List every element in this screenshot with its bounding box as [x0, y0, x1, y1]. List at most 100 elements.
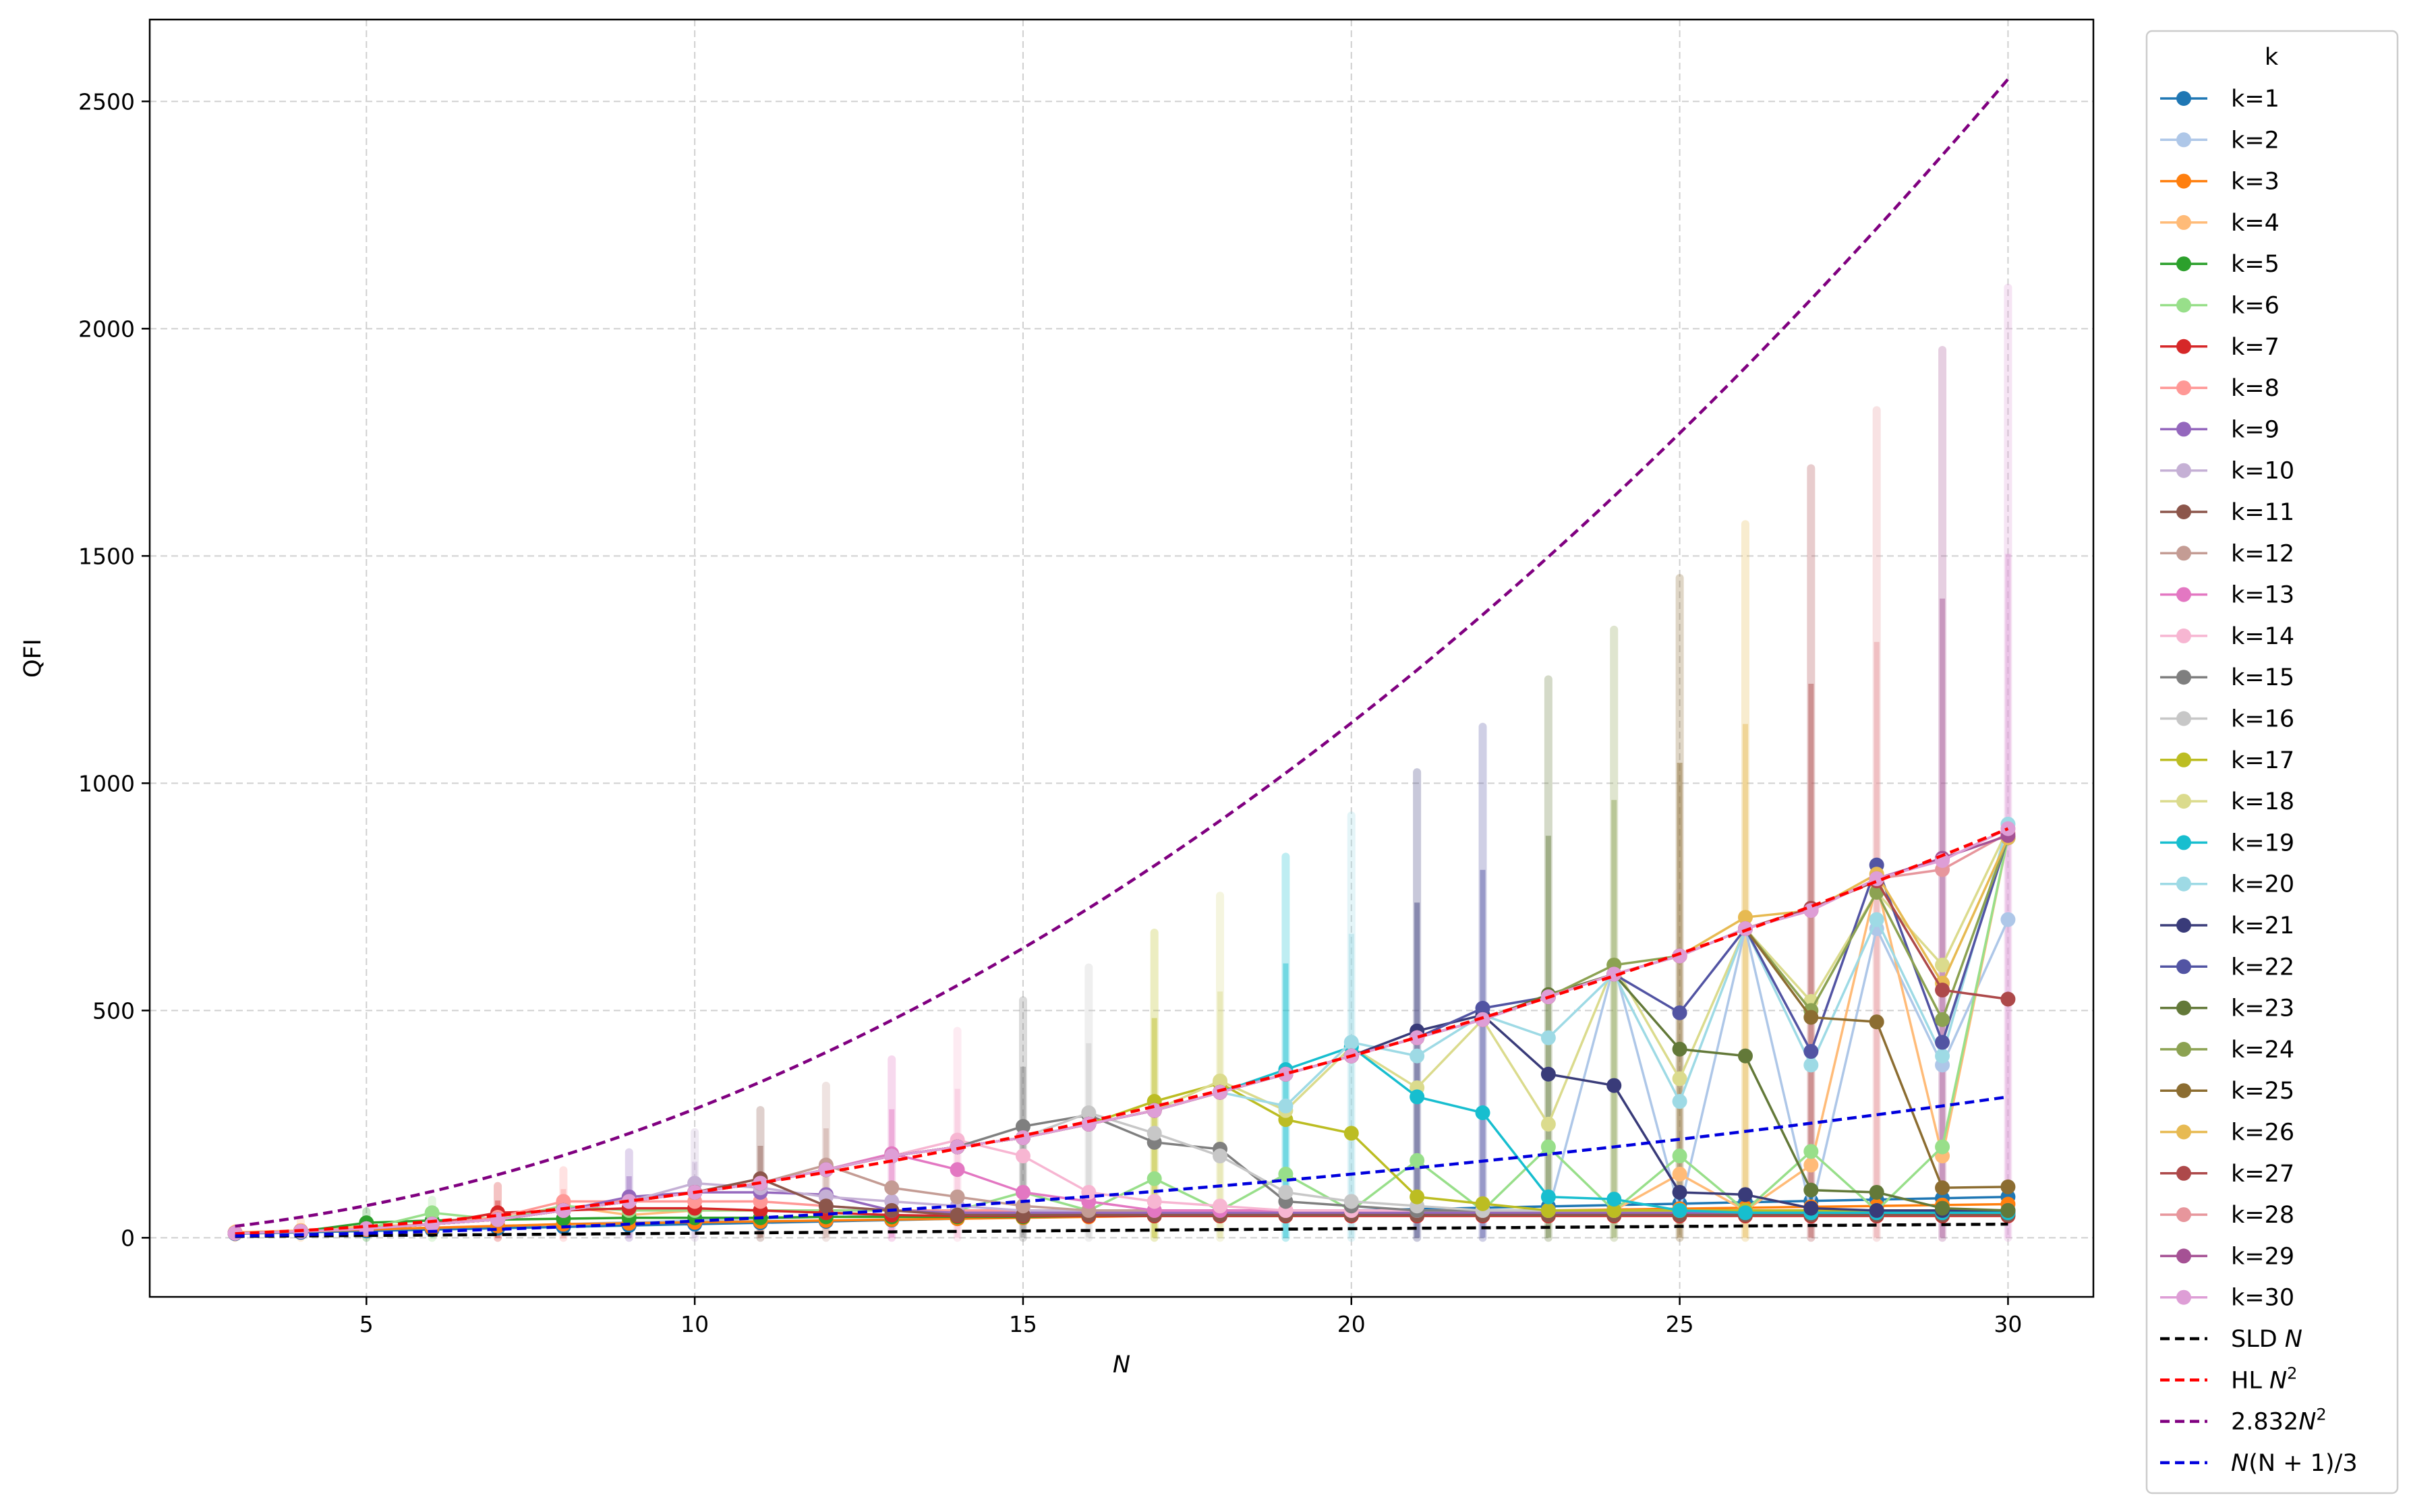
legend-swatch-marker	[2176, 421, 2191, 437]
data-point	[1147, 1194, 1162, 1209]
legend-item: k=13	[2160, 582, 2294, 609]
legend-label: k=25	[2231, 1078, 2294, 1105]
data-point	[2000, 991, 2016, 1007]
legend-swatch-marker	[2176, 91, 2191, 106]
data-point	[950, 1207, 965, 1223]
legend-item: k=21	[2160, 912, 2294, 939]
data-point	[1343, 1035, 1359, 1050]
legend-label-italic: N	[2269, 1367, 2287, 1394]
data-point	[1672, 1167, 1687, 1182]
grid	[150, 20, 2093, 1297]
legend-label: k=22	[2231, 954, 2294, 981]
legend: k k=1 k=2 k=3 k=4 k=5 k=6 k=7 k=8 k=9 k=10 k=11 k=1…	[2145, 30, 2399, 1494]
data-point	[1278, 1184, 1294, 1200]
data-point	[1803, 1144, 1819, 1159]
legend-item-reference: 2.832N2	[2160, 1405, 2327, 1436]
data-point	[1935, 1048, 1950, 1064]
reference-line	[235, 1222, 2008, 1238]
data-point	[1935, 1180, 1950, 1196]
legend-item: k=18	[2160, 788, 2294, 815]
legend-item: k=11	[2160, 499, 2294, 526]
data-point	[1147, 1171, 1162, 1186]
legend-label-plain: HL	[2231, 1367, 2269, 1394]
data-point	[1869, 1014, 1884, 1030]
data-point	[1213, 1148, 1228, 1164]
legend-item: k=17	[2160, 747, 2294, 774]
legend-item: k=3	[2160, 169, 2280, 196]
data-point	[818, 1198, 834, 1214]
y-tick-label: 2000	[78, 316, 135, 342]
legend-label: k=18	[2231, 788, 2294, 815]
legend-swatch-marker	[2176, 587, 2191, 602]
data-point	[1540, 1189, 1556, 1204]
data-point	[884, 1180, 900, 1196]
legend-item: k=28	[2160, 1202, 2294, 1229]
x-tick-label: 10	[680, 1311, 709, 1337]
data-point	[1475, 1105, 1490, 1121]
legend-label: k=21	[2231, 912, 2294, 939]
legend-item-reference: N(N + 1)/3	[2160, 1450, 2358, 1477]
data-point	[1540, 1116, 1556, 1132]
legend-label: k=9	[2231, 416, 2280, 443]
legend-item: k=9	[2160, 416, 2280, 443]
legend-swatch-marker	[2176, 835, 2191, 850]
reference-line	[235, 827, 2009, 1235]
plot-frame	[148, 18, 2095, 1298]
data-point	[818, 1162, 834, 1177]
legend-title: k	[2265, 44, 2279, 71]
data-point	[1935, 1035, 1950, 1050]
data-point	[1540, 1030, 1556, 1045]
legend-swatch-marker	[2176, 1124, 2191, 1140]
legend-item: k=2	[2160, 127, 2280, 154]
legend-swatch-marker	[2176, 1289, 2191, 1305]
data-point	[1213, 1084, 1228, 1100]
data-point	[1147, 1126, 1162, 1141]
data-point	[1935, 983, 1950, 998]
legend-label-tail: (N + 1)/3	[2248, 1450, 2357, 1477]
legend-label-sup: 2	[2316, 1405, 2326, 1424]
legend-swatch-marker	[2176, 504, 2191, 519]
legend-label: k=27	[2231, 1161, 2294, 1188]
legend-swatch-marker	[2176, 752, 2191, 767]
legend-swatch-marker	[2176, 794, 2191, 809]
data-point	[1540, 1066, 1556, 1082]
legend-label: k=20	[2231, 871, 2294, 898]
legend-item: k=23	[2160, 995, 2294, 1022]
reference-line	[235, 78, 2010, 1228]
data-point	[1935, 1139, 1950, 1155]
legend-label: k=3	[2231, 169, 2280, 196]
data-point	[1343, 1194, 1359, 1209]
legend-label: N(N + 1)/3	[2231, 1450, 2358, 1477]
legend-item: k=6	[2160, 293, 2280, 320]
data-point	[1015, 1148, 1031, 1164]
x-tick-label: 30	[1994, 1311, 2022, 1337]
legend-label: k=5	[2231, 251, 2280, 278]
legend-label: k=24	[2231, 1037, 2294, 1064]
data-point	[1213, 1198, 1228, 1214]
data-point	[1410, 1189, 1425, 1204]
data-point	[1015, 1119, 1031, 1134]
data-point	[1869, 1202, 1884, 1218]
legend-label: k=29	[2231, 1243, 2294, 1270]
legend-swatch-marker	[2176, 1041, 2191, 1057]
legend-swatch-marker	[2176, 256, 2191, 272]
data-point	[1672, 1202, 1687, 1218]
data-point	[1803, 903, 1819, 919]
data-point	[1803, 1200, 1819, 1216]
legend-label: k=1	[2231, 86, 2280, 113]
legend-label: HL N2	[2231, 1364, 2297, 1394]
data-point	[1410, 1153, 1425, 1168]
legend-swatch-marker	[2176, 1165, 2191, 1181]
legend-label: k=28	[2231, 1202, 2294, 1229]
data-point	[1081, 1105, 1097, 1121]
data-point	[1343, 1126, 1359, 1141]
legend-item-reference: SLD N	[2160, 1326, 2302, 1353]
y-tick-label: 500	[92, 997, 135, 1024]
legend-swatch-marker	[2176, 297, 2191, 313]
data-point	[950, 1139, 965, 1155]
data-point	[1935, 1200, 1950, 1216]
legend-label-italic: N	[2298, 1409, 2316, 1436]
data-point	[1869, 912, 1884, 927]
legend-swatch-marker	[2176, 339, 2191, 354]
legend-swatch-marker	[2176, 546, 2191, 561]
